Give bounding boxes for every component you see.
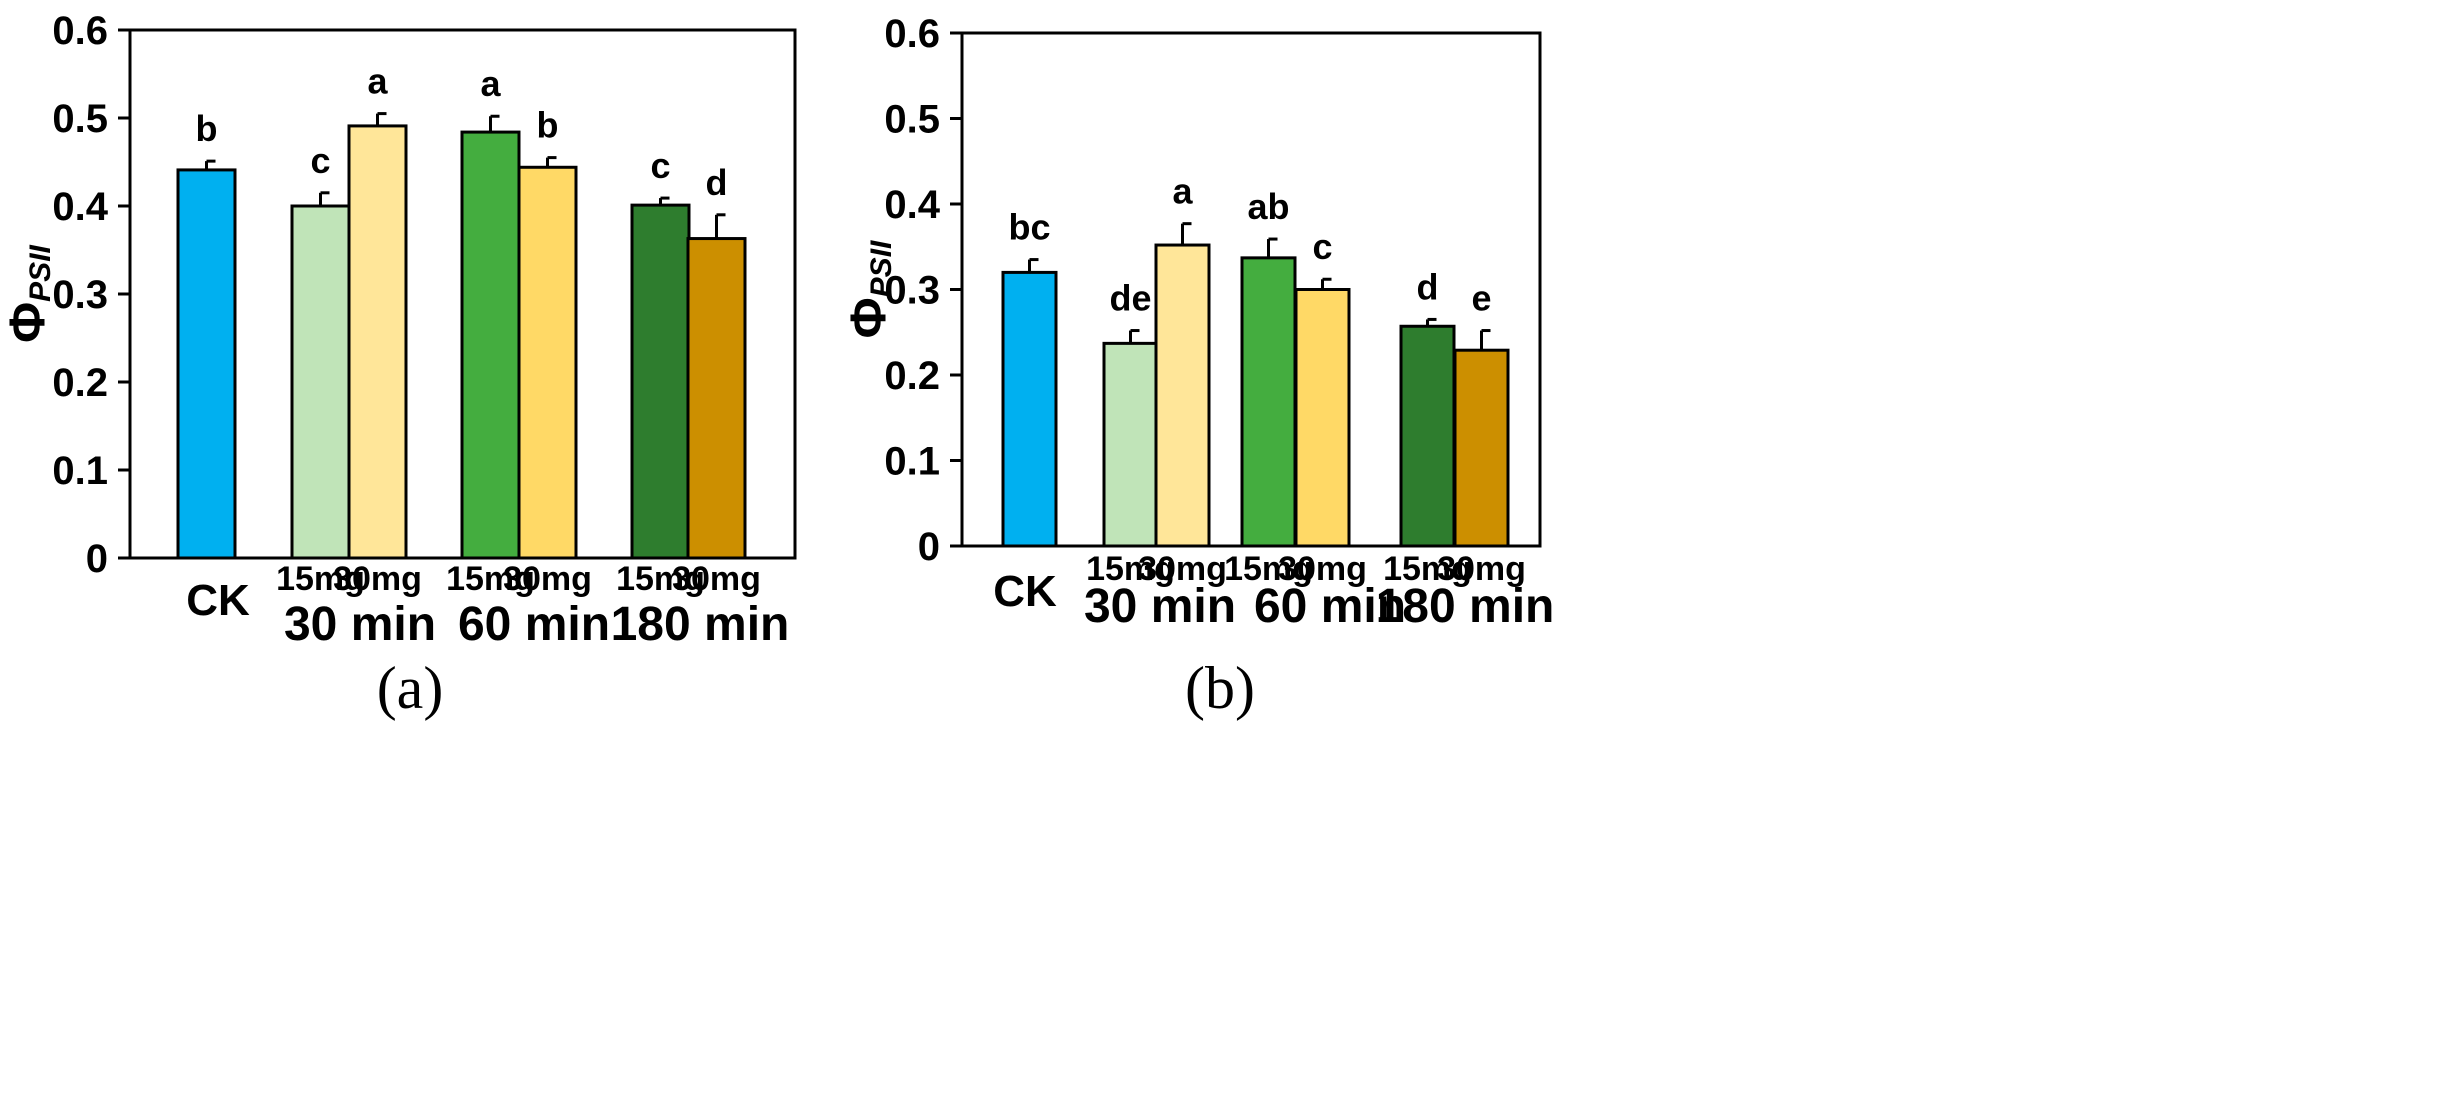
bar — [1102, 341, 1159, 548]
group-label: 180 min — [1376, 580, 1555, 633]
dose-label: 15mg — [1224, 550, 1313, 588]
significance-letter: b — [537, 105, 559, 146]
significance-letter: d — [1417, 266, 1439, 307]
y-axis-label-subscript: PSII — [865, 240, 898, 297]
group-label: 60 min — [458, 598, 610, 651]
dose-label: 30mg — [1138, 550, 1227, 588]
y-tick-label: 0.2 — [884, 354, 940, 398]
y-tick-label: 0.3 — [884, 269, 940, 313]
significance-letter: b — [196, 108, 218, 149]
bar — [630, 203, 691, 560]
y-tick-label: 0.3 — [52, 273, 108, 317]
significance-letter: de — [1109, 278, 1151, 319]
dose-label: 30mg — [672, 560, 761, 598]
dose-label: 15mg — [1086, 550, 1175, 588]
y-tick-label: 0.4 — [52, 185, 108, 229]
y-tick-label: 0 — [86, 537, 108, 581]
y-tick-label: 0.6 — [884, 12, 940, 56]
group-label: 180 min — [611, 598, 790, 651]
group-label: 30 min — [284, 598, 436, 651]
significance-letter: d — [706, 162, 728, 203]
significance-letter: a — [480, 63, 501, 104]
dose-label: 15mg — [616, 560, 705, 598]
significance-letter: e — [1471, 278, 1491, 319]
significance-letter: ab — [1247, 186, 1289, 227]
panel-label: (b) — [1185, 655, 1255, 721]
significance-letter: c — [310, 140, 330, 181]
significance-letter: a — [367, 61, 388, 102]
chart-panel-b: 0 0.1 0.2 0.3 0.4 0.5 0.6 ΦPSII bc de 15mg a 30mg ab 1… — [840, 12, 1554, 721]
y-tick-label: 0.2 — [52, 361, 108, 405]
y-tick-label: 0.5 — [884, 98, 940, 142]
significance-letter: c — [1312, 226, 1332, 267]
y-axis-label-symbol: Φ — [840, 297, 896, 338]
y-tick-label: 0.6 — [52, 9, 108, 53]
bar — [347, 124, 408, 560]
bar — [1154, 243, 1211, 548]
group-label: 60 min — [1254, 580, 1406, 633]
y-axis-label: ΦPSII — [0, 244, 57, 342]
dose-label: 30mg — [503, 560, 592, 598]
bar — [1001, 270, 1058, 548]
y-tick-label: 0.1 — [52, 449, 108, 493]
significance-letter: c — [650, 145, 670, 186]
dose-label: 15mg — [276, 560, 365, 598]
y-tick-label: 0.1 — [884, 440, 940, 484]
group-label: 30 min — [1084, 580, 1236, 633]
dose-label: 30mg — [1278, 550, 1367, 588]
y-axis-label-symbol: Φ — [0, 302, 55, 343]
dose-label: 30mg — [333, 560, 422, 598]
bar — [1294, 288, 1351, 548]
panel-label: (a) — [377, 655, 444, 721]
y-axis-label-subscript: PSII — [24, 244, 57, 301]
dose-label: 15mg — [446, 560, 535, 598]
chart-panel-a: 0 0.1 0.2 0.3 0.4 0.5 0.6 ΦPSII b c 15mg a 30mg a 15mg… — [0, 9, 797, 721]
y-axis-label: ΦPSII — [840, 240, 898, 338]
bar — [1453, 348, 1510, 548]
group-label: CK — [186, 576, 250, 625]
bar — [460, 130, 521, 560]
bar — [290, 204, 351, 560]
significance-letter: a — [1172, 171, 1193, 212]
bar — [517, 165, 578, 560]
y-tick-label: 0 — [918, 525, 940, 569]
y-tick-label: 0.4 — [884, 183, 940, 227]
bar — [1399, 324, 1456, 548]
bar — [1240, 256, 1297, 548]
y-tick-label: 0.5 — [52, 97, 108, 141]
dose-label: 15mg — [1383, 550, 1472, 588]
group-label: CK — [993, 567, 1057, 616]
significance-letter: bc — [1008, 207, 1050, 248]
bar — [176, 168, 237, 560]
bar — [686, 237, 747, 560]
dose-label: 30mg — [1437, 550, 1526, 588]
